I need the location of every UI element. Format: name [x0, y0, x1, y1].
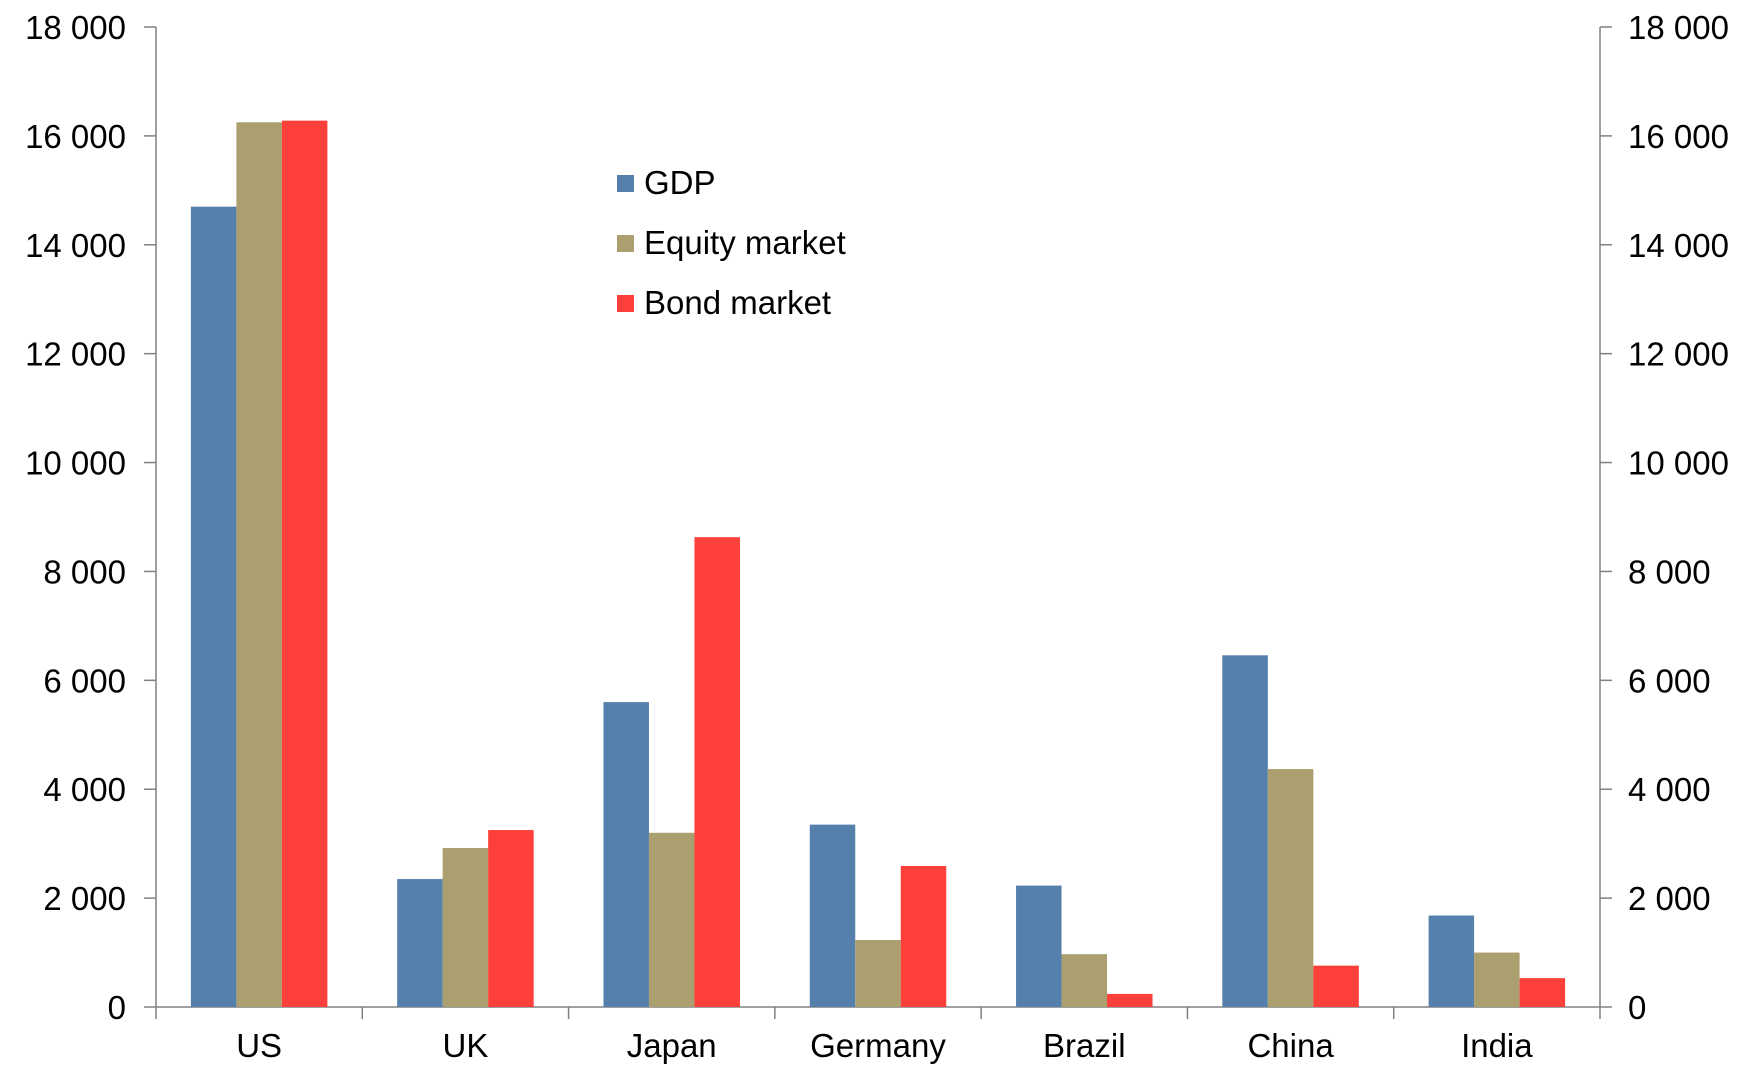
axes: 0 0 2 000 2 000 4 000 4 000 6 000 6 000 8 000 8 0…	[25, 9, 1729, 1064]
y-tick-label-left: 8 000	[43, 553, 126, 590]
y-tick-label-left: 0	[108, 989, 126, 1026]
legend-label: Bond market	[644, 284, 831, 321]
bar-equity-market-uk	[442, 848, 489, 1007]
y-tick-label-left: 12 000	[25, 336, 126, 373]
y-tick-label-left: 18 000	[25, 9, 126, 46]
legend-swatch	[617, 235, 634, 252]
x-tick-label: US	[236, 1027, 282, 1064]
bar-gdp-us	[190, 206, 237, 1007]
y-tick-label-left: 4 000	[43, 771, 126, 808]
y-tick-label-right: 12 000	[1628, 336, 1729, 373]
bar-gdp-india	[1428, 915, 1475, 1007]
bar-equity-market-us	[236, 122, 282, 1008]
y-tick-label-right: 16 000	[1628, 118, 1729, 155]
bar-bond-market-uk	[488, 830, 534, 1007]
bar-equity-market-brazil	[1061, 954, 1108, 1007]
y-tick-label-right: 14 000	[1628, 227, 1729, 264]
bar-bond-market-brazil	[1107, 993, 1153, 1007]
y-tick-label-right: 4 000	[1628, 771, 1711, 808]
y-tick-label-right: 6 000	[1628, 662, 1711, 699]
bar-equity-market-india	[1474, 952, 1520, 1007]
x-tick-label: UK	[443, 1027, 489, 1064]
legend: GDP Equity market Bond market	[617, 164, 846, 321]
bar-gdp-brazil	[1016, 885, 1062, 1007]
x-tick-label: Brazil	[1043, 1027, 1126, 1064]
y-tick-label-right: 18 000	[1628, 9, 1729, 46]
legend-swatch	[617, 295, 634, 312]
y-tick-label-left: 6 000	[43, 662, 126, 699]
legend-swatch	[617, 175, 634, 192]
x-tick-label: China	[1247, 1027, 1334, 1064]
bars	[190, 120, 1566, 1008]
bar-gdp-china	[1222, 655, 1268, 1007]
bar-bond-market-japan	[694, 537, 740, 1007]
bar-gdp-japan	[603, 702, 649, 1007]
x-tick-label: Germany	[810, 1027, 946, 1064]
y-tick-label-right: 10 000	[1628, 445, 1729, 482]
y-tick-label-right: 2 000	[1628, 880, 1711, 917]
y-tick-label-left: 14 000	[25, 227, 126, 264]
bar-equity-market-china	[1267, 769, 1314, 1007]
bar-bond-market-us	[281, 120, 328, 1007]
x-tick-label: India	[1461, 1027, 1533, 1064]
y-tick-label-left: 10 000	[25, 445, 126, 482]
bar-bond-market-india	[1519, 978, 1566, 1007]
legend-label: Equity market	[644, 224, 846, 261]
bar-equity-market-germany	[855, 940, 901, 1007]
x-tick-label: Japan	[627, 1027, 717, 1064]
bar-gdp-germany	[809, 824, 856, 1007]
y-tick-label-left: 16 000	[25, 118, 126, 155]
bar-bond-market-china	[1313, 965, 1359, 1007]
bar-gdp-uk	[397, 879, 443, 1007]
legend-label: GDP	[644, 164, 716, 201]
bar-equity-market-japan	[648, 832, 695, 1007]
y-tick-label-left: 2 000	[43, 880, 126, 917]
y-tick-label-right: 8 000	[1628, 553, 1711, 590]
y-tick-label-right: 0	[1628, 989, 1646, 1026]
bar-bond-market-germany	[900, 865, 947, 1007]
